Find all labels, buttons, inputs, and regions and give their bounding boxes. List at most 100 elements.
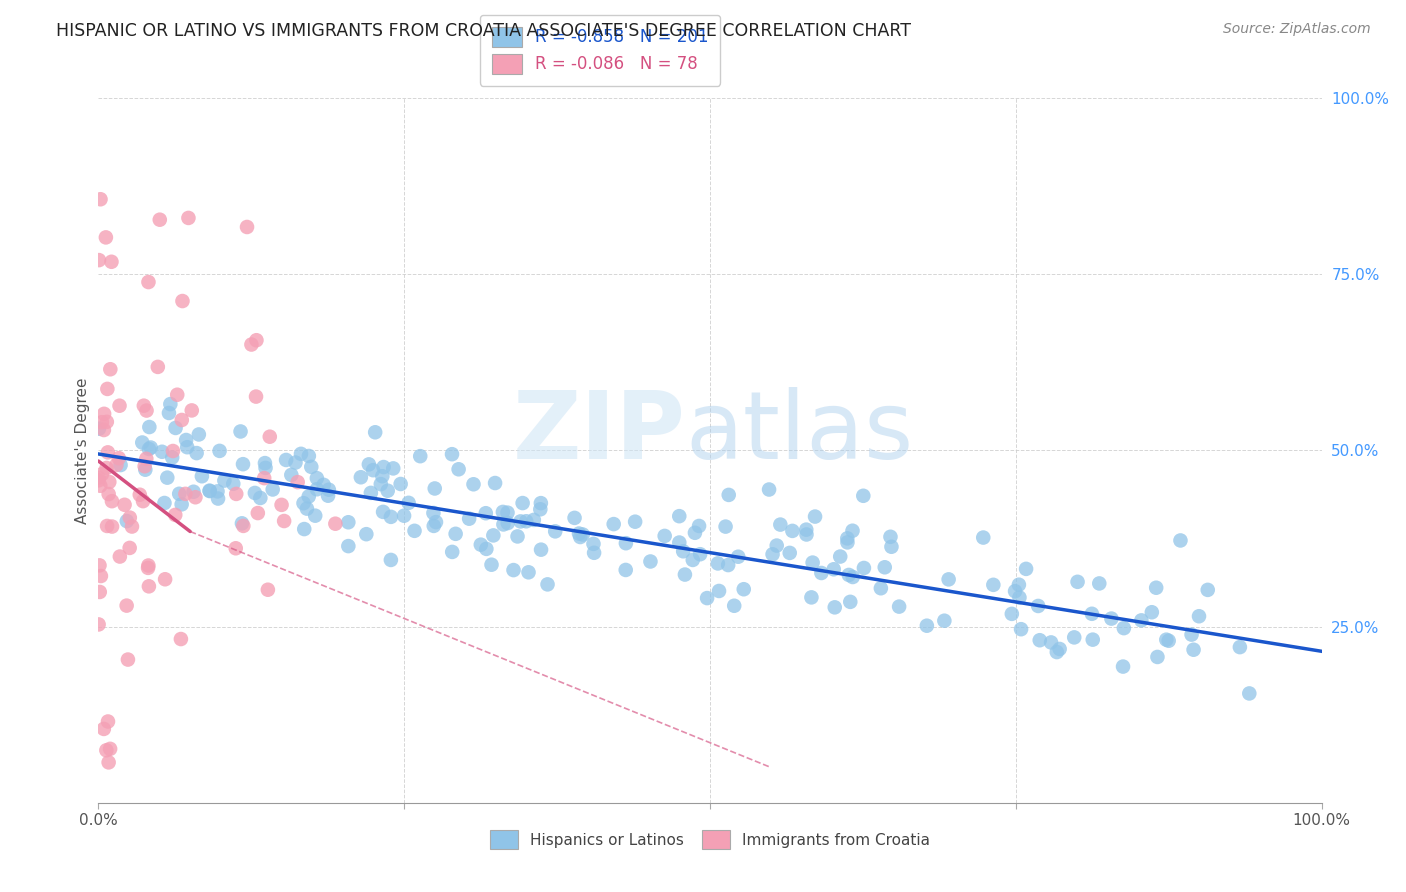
Point	[1156, 632, 1178, 647]
Point	[841, 524, 863, 538]
Point	[512, 496, 534, 510]
Point	[870, 581, 893, 595]
Point	[801, 556, 824, 570]
Point	[873, 560, 896, 574]
Point	[167, 487, 190, 501]
Point	[225, 541, 247, 556]
Point	[131, 435, 153, 450]
Point	[583, 546, 606, 560]
Point	[582, 537, 605, 551]
Point	[1170, 533, 1192, 548]
Point	[356, 527, 378, 541]
Point	[1008, 591, 1031, 605]
Text: atlas: atlas	[686, 387, 914, 479]
Point	[284, 456, 307, 470]
Point	[377, 483, 399, 498]
Point	[89, 479, 111, 493]
Point	[714, 519, 737, 533]
Point	[523, 513, 546, 527]
Point	[183, 484, 205, 499]
Point	[1144, 581, 1167, 595]
Point	[176, 440, 198, 454]
Y-axis label: Associate's Degree: Associate's Degree	[75, 377, 90, 524]
Point	[274, 453, 297, 467]
Point	[568, 526, 591, 541]
Point	[733, 582, 755, 597]
Point	[138, 420, 160, 434]
Point	[97, 487, 120, 501]
Point	[337, 539, 360, 553]
Point	[1066, 574, 1088, 589]
Point	[225, 487, 247, 501]
Point	[887, 599, 910, 614]
Point	[382, 461, 405, 475]
Point	[207, 484, 229, 499]
Point	[1040, 635, 1063, 649]
Point	[96, 461, 118, 475]
Point	[149, 212, 172, 227]
Point	[270, 498, 292, 512]
Point	[156, 470, 179, 484]
Point	[170, 413, 193, 427]
Point	[273, 514, 295, 528]
Point	[180, 403, 202, 417]
Point	[423, 519, 446, 533]
Point	[852, 561, 875, 575]
Point	[87, 253, 110, 268]
Point	[287, 475, 309, 489]
Point	[105, 458, 128, 472]
Point	[87, 617, 110, 632]
Point	[93, 423, 115, 437]
Point	[117, 652, 139, 666]
Point	[392, 508, 415, 523]
Point	[1197, 582, 1219, 597]
Point	[110, 458, 132, 472]
Point	[186, 446, 208, 460]
Point	[98, 362, 121, 376]
Point	[530, 496, 553, 510]
Point	[640, 554, 662, 568]
Point	[232, 457, 254, 471]
Point	[614, 536, 637, 550]
Point	[423, 482, 446, 496]
Point	[492, 517, 515, 532]
Point	[839, 595, 862, 609]
Point	[682, 553, 704, 567]
Point	[482, 528, 505, 542]
Point	[290, 447, 312, 461]
Point	[100, 254, 122, 268]
Point	[915, 618, 938, 632]
Point	[1157, 633, 1180, 648]
Point	[380, 509, 402, 524]
Text: ZIP: ZIP	[513, 387, 686, 479]
Point	[496, 506, 519, 520]
Point	[165, 508, 187, 522]
Point	[132, 494, 155, 508]
Point	[398, 496, 420, 510]
Point	[409, 449, 432, 463]
Point	[305, 482, 328, 496]
Point	[337, 515, 360, 529]
Point	[1081, 632, 1104, 647]
Point	[207, 491, 229, 506]
Point	[1112, 659, 1135, 673]
Point	[782, 524, 804, 538]
Point	[135, 403, 157, 417]
Point	[654, 529, 676, 543]
Point	[280, 467, 302, 482]
Point	[371, 469, 394, 483]
Point	[318, 483, 340, 497]
Point	[96, 743, 118, 757]
Point	[492, 505, 515, 519]
Point	[1049, 642, 1071, 657]
Text: HISPANIC OR LATINO VS IMMIGRANTS FROM CROATIA ASSOCIATE'S DEGREE CORRELATION CHA: HISPANIC OR LATINO VS IMMIGRANTS FROM CR…	[56, 22, 911, 40]
Point	[880, 540, 903, 554]
Point	[150, 444, 173, 458]
Point	[304, 508, 326, 523]
Point	[87, 422, 110, 436]
Point	[1112, 621, 1135, 635]
Point	[602, 517, 624, 532]
Point	[162, 444, 184, 458]
Point	[810, 566, 832, 580]
Point	[93, 407, 115, 421]
